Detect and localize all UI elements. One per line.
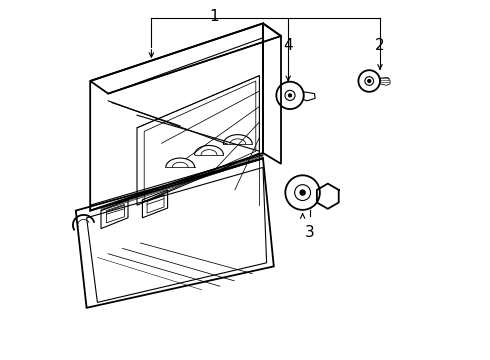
Circle shape	[368, 80, 370, 82]
Circle shape	[300, 190, 305, 195]
Text: 4: 4	[283, 37, 293, 53]
Text: 1: 1	[210, 9, 219, 24]
Text: 2: 2	[375, 37, 385, 53]
Circle shape	[289, 94, 292, 97]
Polygon shape	[317, 184, 339, 209]
Text: 3: 3	[305, 225, 315, 240]
